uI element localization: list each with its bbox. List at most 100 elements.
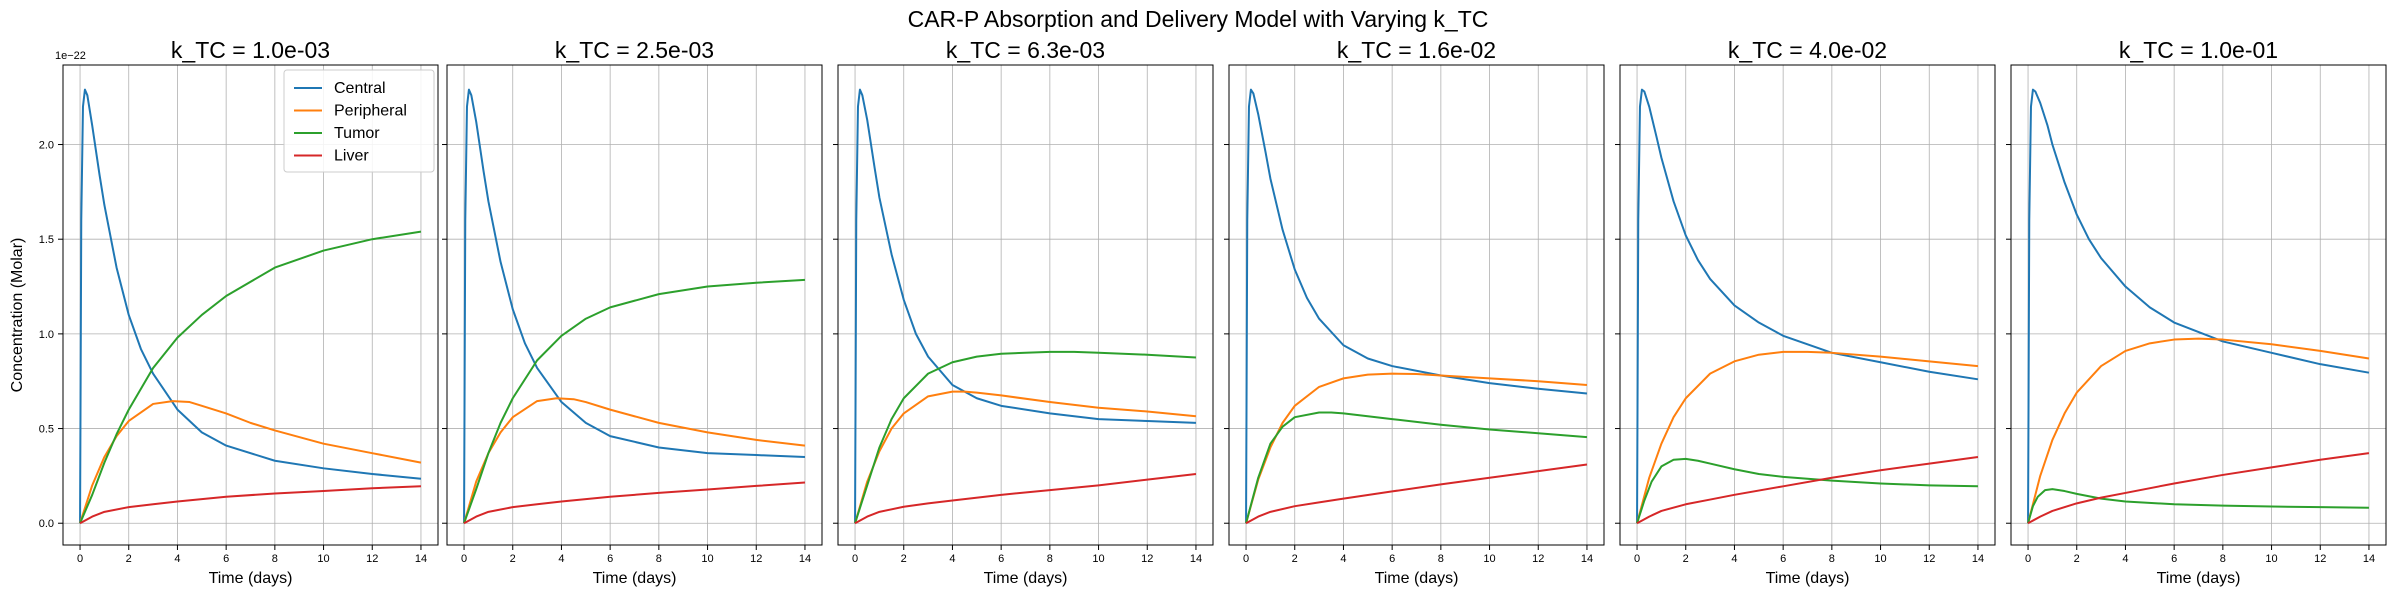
x-tick-label: 4 (2122, 553, 2128, 565)
y-tick-label: 1.0 (39, 329, 54, 341)
series-line-tumor (1636, 457, 1978, 524)
x-tick-label: 14 (1581, 553, 1593, 565)
x-tick-label: 10 (1092, 553, 1104, 565)
series-line-central (463, 88, 805, 524)
y-tick-label: 0.5 (39, 424, 54, 436)
x-tick-label: 10 (1874, 553, 1886, 565)
x-tick-label: 0 (852, 553, 858, 565)
x-tick-label: 14 (799, 553, 811, 565)
x-tick-label: 12 (1141, 553, 1153, 565)
x-tick-label: 12 (1923, 553, 1935, 565)
panel-5: 0 2 4 6 8 10 12 14 k_TC = 4.0e-02 Time (days) (1615, 37, 1996, 587)
y-tick-label: 2.0 (39, 140, 54, 152)
x-tick-label: 6 (607, 553, 613, 565)
axes-frame (2010, 64, 2387, 546)
x-tick-label: 14 (1972, 553, 1984, 565)
panel-title: k_TC = 1.6e-02 (1337, 37, 1496, 63)
series-line-peripheral (1636, 350, 1979, 524)
x-tick-label: 6 (1780, 553, 1786, 565)
y-tick-label: 1.5 (39, 234, 54, 246)
series-line-peripheral (79, 400, 422, 524)
series-line-peripheral (463, 397, 806, 524)
x-tick-label: 12 (1532, 553, 1544, 565)
panel-title: k_TC = 1.0e-01 (2119, 37, 2278, 63)
panel-2: 0 2 4 6 8 10 12 14 k_TC = 2.5e-03 Time (days) (442, 37, 823, 587)
legend-label-tumor: Tumor (334, 125, 380, 142)
x-tick-label: 6 (2171, 553, 2177, 565)
series-line-peripheral (2027, 337, 2370, 524)
legend-label-liver: Liver (334, 148, 369, 165)
x-tick-label: 12 (366, 553, 378, 565)
x-tick-label: 14 (2363, 553, 2375, 565)
series-line-central (1245, 88, 1588, 524)
series-line-tumor (463, 278, 806, 524)
y-tick-label: 0.0 (39, 518, 54, 530)
x-tick-label: 4 (1731, 553, 1737, 565)
x-tick-label: 8 (272, 553, 278, 565)
x-tick-label: 2 (1292, 553, 1298, 565)
x-tick-label: 2 (2074, 553, 2080, 565)
y-axis-offset-label: 1e−22 (55, 50, 86, 62)
x-tick-label: 6 (998, 553, 1004, 565)
x-tick-label: 8 (656, 553, 662, 565)
axes-frame (62, 64, 439, 546)
x-tick-label: 8 (1438, 553, 1444, 565)
panel-6: 0 2 4 6 8 10 12 14 k_TC = 1.0e-01 Time (days) (2006, 37, 2387, 587)
y-axis-label: Concentration (Molar) (9, 238, 26, 393)
x-tick-label: 2 (901, 553, 907, 565)
panel-title: k_TC = 6.3e-03 (946, 37, 1105, 63)
series-line-peripheral (1245, 372, 1588, 524)
x-tick-label: 2 (510, 553, 516, 565)
series-line-liver (1636, 455, 1979, 525)
panel-title: k_TC = 1.0e-03 (171, 37, 330, 63)
panels-group: 0 2 4 6 8 10 12 14 0.0 0.5 1.0 1.5 2.0 k_TC = 1.0e-03… (39, 37, 2387, 587)
series-line-liver (79, 485, 421, 525)
x-tick-label: 12 (2314, 553, 2326, 565)
x-axis-label: Time (days) (984, 570, 1068, 587)
x-axis-label: Time (days) (2157, 570, 2241, 587)
x-tick-label: 8 (1047, 553, 1053, 565)
x-tick-label: 6 (1389, 553, 1395, 565)
panel-4: 0 2 4 6 8 10 12 14 k_TC = 1.6e-02 Time (days) (1224, 37, 1605, 587)
series-line-peripheral (854, 390, 1197, 524)
series-line-liver (463, 481, 806, 525)
series-line-central (1636, 88, 1979, 524)
axes-frame (446, 64, 823, 546)
x-tick-label: 4 (558, 553, 564, 565)
x-tick-label: 2 (1683, 553, 1689, 565)
series-line-tumor (1245, 411, 1588, 524)
x-tick-label: 10 (1483, 553, 1495, 565)
series-line-central (79, 88, 422, 524)
series-line-central (854, 88, 1196, 524)
legend-label-central: Central (334, 80, 386, 97)
series-line-liver (2027, 452, 2370, 525)
axes-frame (1619, 64, 1996, 546)
series-line-liver (1245, 463, 1588, 525)
panel-1: 0 2 4 6 8 10 12 14 0.0 0.5 1.0 1.5 2.0 k_TC = 1.0e-03… (39, 37, 439, 587)
x-tick-label: 2 (126, 553, 132, 565)
series-line-tumor (79, 230, 422, 524)
x-tick-label: 14 (1190, 553, 1202, 565)
panel-title: k_TC = 2.5e-03 (555, 37, 714, 63)
x-tick-label: 10 (701, 553, 713, 565)
x-tick-label: 0 (461, 553, 467, 565)
x-tick-label: 4 (1340, 553, 1346, 565)
panel-3: 0 2 4 6 8 10 12 14 k_TC = 6.3e-03 Time (days) (833, 37, 1214, 587)
axes-frame (1228, 64, 1605, 546)
x-tick-label: 12 (750, 553, 762, 565)
axes-frame (837, 64, 1214, 546)
x-tick-label: 8 (1829, 553, 1835, 565)
x-tick-label: 0 (1634, 553, 1640, 565)
x-axis-label: Time (days) (1375, 570, 1459, 587)
legend-box (283, 69, 435, 173)
series-line-tumor (2027, 488, 2369, 524)
x-tick-label: 10 (317, 553, 329, 565)
series-line-liver (854, 472, 1197, 525)
x-tick-label: 0 (77, 553, 83, 565)
panel-title: k_TC = 4.0e-02 (1728, 37, 1887, 63)
figure-suptitle: CAR-P Absorption and Delivery Model with… (908, 6, 1489, 32)
x-axis-label: Time (days) (209, 570, 293, 587)
x-tick-label: 4 (174, 553, 180, 565)
series-line-tumor (854, 350, 1197, 524)
